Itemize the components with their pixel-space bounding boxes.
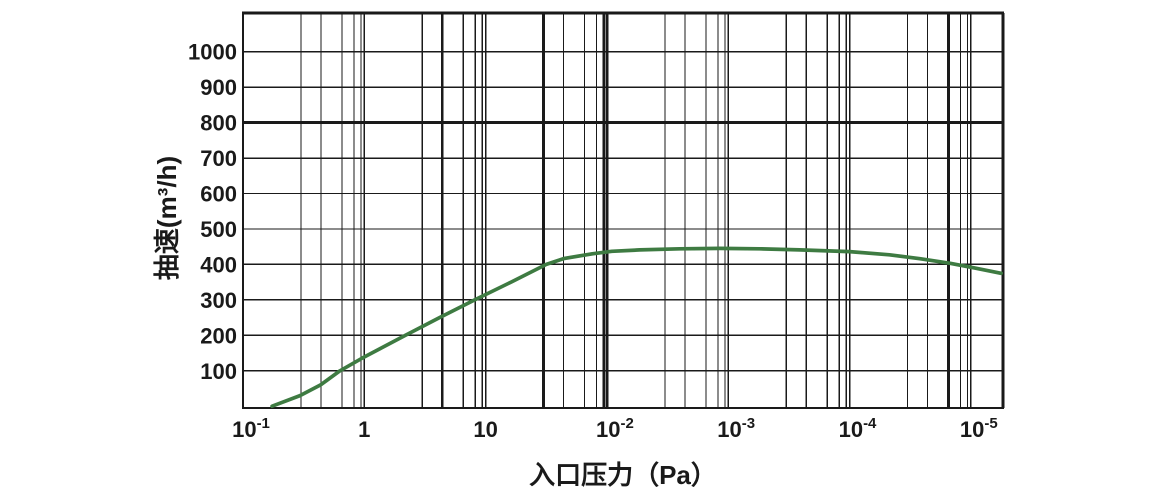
x-tick-label: 10-2 [596,415,634,442]
y-tick-label: 400 [200,252,237,277]
y-tick-label: 700 [200,146,237,171]
y-tick-label: 600 [200,182,237,207]
y-tick-label: 300 [200,288,237,313]
y-tick-label: 900 [200,75,237,100]
y-axis-tick-labels: 100 200 300 400 500 600 700 800 900 1000 [188,40,237,384]
x-tick-label: 10-3 [717,415,755,442]
x-tick-label: 10-1 [232,415,270,442]
y-axis-title: 抽速(m³/h) [152,156,182,280]
x-tick-label: 1 [358,417,370,442]
x-axis-title: 入口压力（Pa） [529,460,717,490]
x-axis-tick-labels: 10-1 1 10 10-2 10-3 10-4 10-5 [232,415,998,442]
y-tick-label: 1000 [188,40,237,65]
y-tick-label: 200 [200,323,237,348]
y-tick-label: 800 [200,111,237,136]
pumping-speed-curve [270,246,1003,409]
x-tick-label: 10-5 [960,415,998,442]
grid-lines [243,13,1003,408]
x-tick-label: 10 [473,417,497,442]
y-tick-label: 100 [200,359,237,384]
y-tick-label: 500 [200,217,237,242]
plot-frame [241,11,1005,410]
speed-curve-group [270,246,1003,409]
x-tick-label: 10-4 [839,415,877,442]
